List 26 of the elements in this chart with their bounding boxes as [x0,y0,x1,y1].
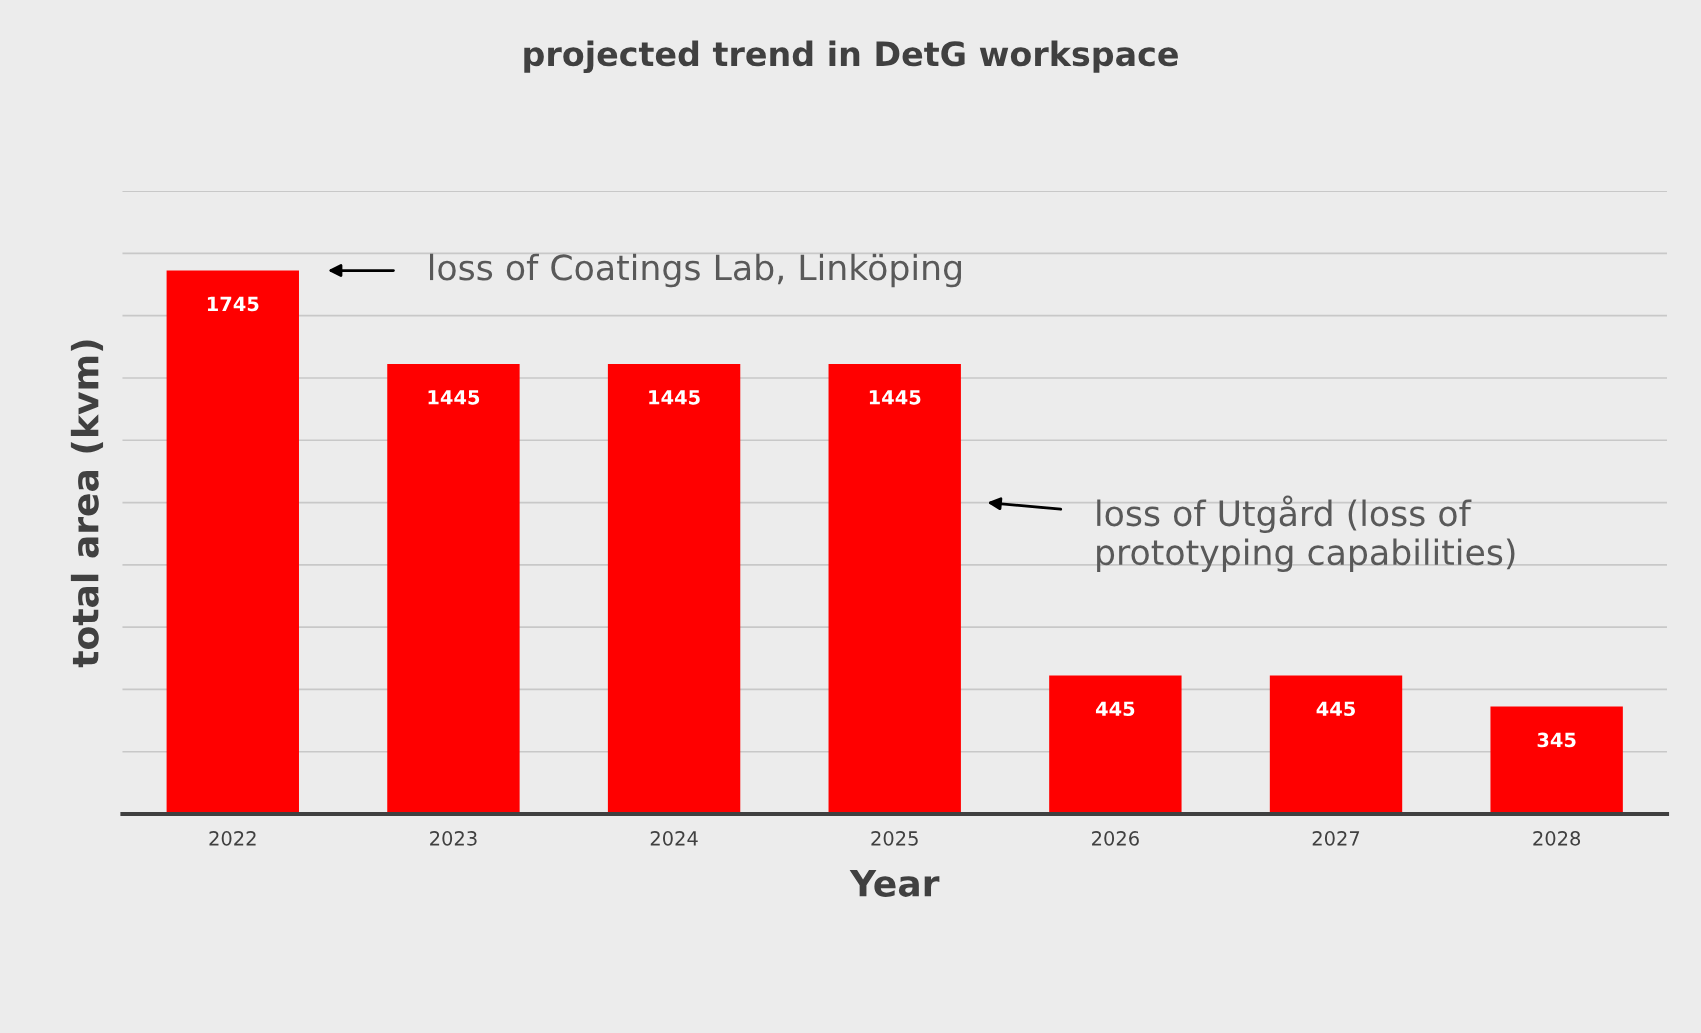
bar [607,363,741,814]
x-tick-label: 2024 [650,831,698,846]
annotation: loss of Utgård (loss of prototyping capabilities) [1097,495,1515,572]
bar [1049,675,1182,814]
data-label: 445 [1095,701,1135,717]
bar [1490,706,1623,814]
data-label: 345 [1537,732,1576,748]
y-axis-title: total area (kvm) [70,340,104,668]
bar [1269,675,1403,814]
data-label: 1445 [649,390,700,405]
data-label: 1745 [207,296,259,312]
bar [166,270,299,814]
x-tick-label: 2025 [871,831,918,846]
bar [387,363,520,814]
x-tick-label: 2023 [430,831,477,846]
x-tick-label: 2028 [1533,831,1581,846]
data-label: 1445 [428,390,480,405]
chart-title: projected trend in DetG workspace [524,40,1178,74]
x-tick-label: 2027 [1312,831,1360,846]
x-tick-label: 2026 [1092,831,1139,846]
bar [828,363,961,814]
x-tick-label: 2022 [209,831,256,846]
annotation: loss of Coatings Lab, Linköping [430,253,961,288]
data-label: 1445 [869,390,921,405]
data-label: 445 [1316,701,1355,717]
x-axis-title: Year [849,870,940,897]
